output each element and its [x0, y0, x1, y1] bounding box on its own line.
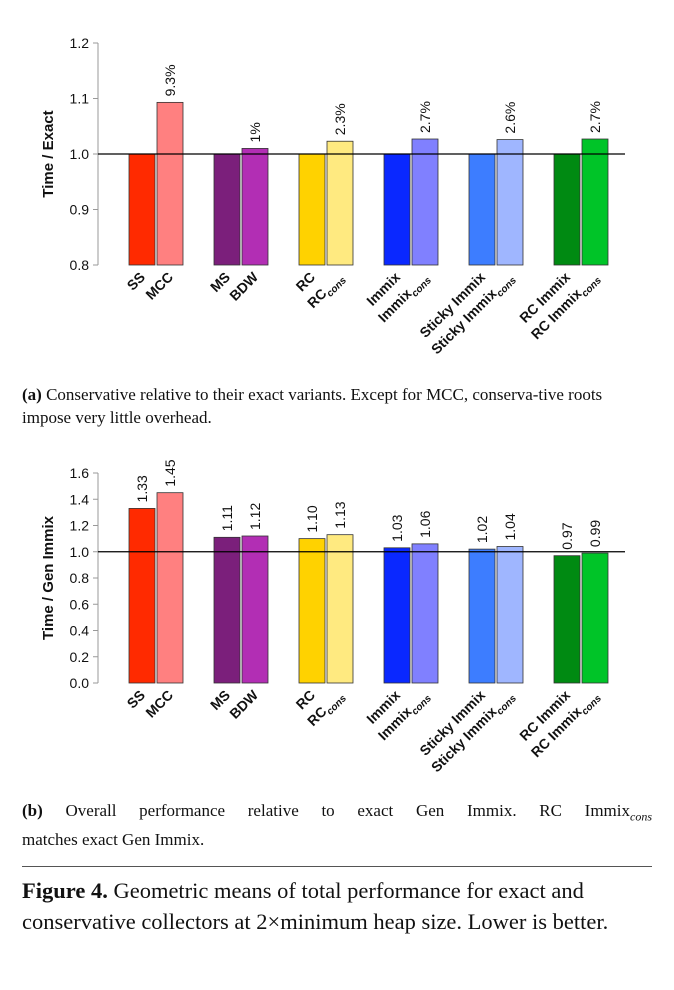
caption-a: (a) Conservative relative to their exact…	[22, 383, 652, 429]
category-label-sub: cons	[325, 693, 350, 718]
y-tick-label: 1.4	[70, 491, 90, 507]
data-label: 1.13	[332, 501, 348, 528]
chart-a: 0.8 0.9 1.0 1.1 1.2 Time / Exact 9.3% 1% 2.3% 2.7…	[40, 35, 625, 357]
bar	[128, 508, 156, 684]
bar	[383, 153, 411, 266]
bar	[581, 552, 609, 684]
y-tick-label: 0.2	[70, 649, 90, 665]
data-label: 1.11	[219, 505, 235, 531]
y-tick-label: 0.8	[70, 570, 90, 586]
bar	[213, 153, 241, 266]
bar	[156, 101, 184, 266]
y-tick-label: 0.6	[70, 596, 90, 612]
data-label: 2.7%	[587, 101, 603, 133]
category-label-text: BDW	[226, 686, 262, 722]
data-label: 1.02	[474, 516, 490, 543]
y-axis-title: Time / Exact	[40, 110, 57, 197]
category-label-text: MCC	[142, 269, 176, 303]
caption-b-sub: cons	[630, 809, 652, 824]
data-label: 0.99	[587, 520, 603, 547]
data-label: 1.12	[247, 503, 263, 530]
y-tick-label: 0.9	[70, 202, 90, 218]
bar	[553, 555, 581, 684]
bar	[581, 138, 609, 266]
y-tick-label: 1.0	[70, 544, 90, 560]
y-tick-label: 1.0	[70, 146, 90, 162]
bar	[128, 153, 156, 266]
bar	[411, 138, 439, 266]
data-label: 2.6%	[502, 102, 518, 134]
data-label: 2.3%	[332, 103, 348, 135]
category-label-sub: cons	[580, 275, 605, 300]
y-tick-label: 0.8	[70, 257, 90, 273]
caption-b-text: Overall performance relative to exact Ge…	[42, 801, 630, 820]
bar	[241, 535, 269, 684]
y-tick-label: 1.2	[70, 35, 90, 51]
category-label-sub: cons	[325, 275, 350, 300]
figure-caption: Figure 4. Geometric means of total perfo…	[22, 875, 652, 937]
category-label-sub: cons	[410, 275, 435, 300]
caption-a-label: (a)	[22, 385, 42, 404]
data-label: 1.33	[134, 475, 150, 502]
y-tick-label: 0.4	[70, 623, 90, 639]
caption-separator	[22, 866, 652, 867]
y-tick-label: 0.0	[70, 675, 90, 691]
category-label-sub: cons	[495, 693, 520, 718]
data-label: 0.97	[559, 522, 575, 549]
category-label-text: MCC	[142, 687, 176, 721]
figure-caption-label: Figure 4.	[22, 878, 108, 903]
category-label: MCC	[142, 687, 176, 721]
y-tick-label: 1.2	[70, 518, 90, 534]
bar	[326, 534, 354, 684]
caption-a-text: Conservative relative to their exact var…	[22, 385, 603, 427]
data-label: 2.7%	[417, 101, 433, 133]
bar	[156, 492, 184, 684]
data-label: 1%	[247, 122, 263, 142]
data-label: 1.45	[162, 459, 178, 486]
data-label: 1.06	[417, 510, 433, 537]
bar	[298, 153, 326, 266]
category-label-sub: cons	[580, 693, 605, 718]
chart-b: 0.0 0.2 0.4 0.6 0.8 1.0 1.2 1.4 1.6 Time / Gen Im…	[40, 459, 625, 775]
y-tick-label: 1.6	[70, 465, 90, 481]
bar	[411, 543, 439, 684]
data-label: 1.10	[304, 505, 320, 532]
caption-b-label: (b)	[22, 801, 43, 820]
figure-caption-text: Geometric means of total performance for…	[22, 878, 609, 934]
caption-b-line1: (b) Overall performance relative to exac…	[22, 799, 652, 828]
bar	[468, 153, 496, 266]
y-axis-title: Time / Gen Immix	[40, 515, 57, 640]
category-label-text: BDW	[226, 268, 262, 304]
caption-b-line2: matches exact Gen Immix.	[22, 830, 205, 850]
bar	[383, 547, 411, 684]
bar	[241, 148, 269, 266]
caption-b: (b) Overall performance relative to exac…	[22, 799, 652, 851]
category-label: BDW	[226, 268, 262, 304]
category-label: BDW	[226, 686, 262, 722]
category-label-sub: cons	[495, 275, 520, 300]
bar	[553, 153, 581, 266]
bar	[496, 546, 524, 684]
data-label: 1.03	[389, 514, 405, 541]
bar	[213, 536, 241, 684]
bar	[468, 548, 496, 684]
category-label-sub: cons	[410, 693, 435, 718]
category-label: MCC	[142, 269, 176, 303]
bar	[298, 538, 326, 684]
bar	[496, 139, 524, 266]
y-tick-label: 1.1	[70, 91, 90, 107]
data-label: 9.3%	[162, 64, 178, 96]
bar	[326, 140, 354, 266]
data-label: 1.04	[502, 513, 518, 540]
